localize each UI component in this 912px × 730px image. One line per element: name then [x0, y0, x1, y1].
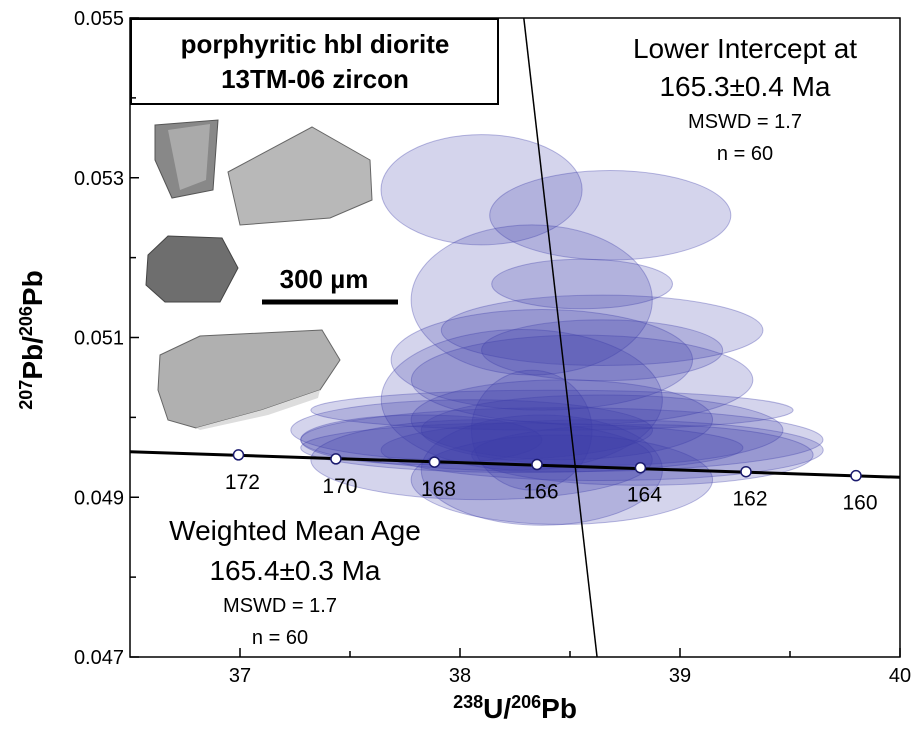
- zircon-grain: [146, 236, 238, 302]
- x-tick-label: 40: [889, 665, 911, 687]
- zircon-grain: [158, 330, 340, 428]
- concordia-point: [635, 463, 645, 473]
- x-axis-label: 238U/206Pb: [453, 692, 577, 724]
- annotation: Weighted Mean Age: [169, 515, 421, 546]
- annotation: MSWD = 1.7: [223, 595, 337, 617]
- annotation: n = 60: [252, 627, 308, 649]
- y-tick-label: 0.053: [74, 168, 124, 190]
- sample-name: porphyritic hbl diorite: [181, 29, 450, 59]
- label-part: Pb: [541, 693, 577, 724]
- label-part: U/: [483, 693, 511, 724]
- age-label: 164: [627, 484, 662, 507]
- y-tick-label: 0.047: [74, 647, 124, 669]
- label-sup: 206: [16, 306, 36, 336]
- x-tick-label: 39: [669, 665, 691, 687]
- annotation: 165.4±0.3 Ma: [209, 555, 380, 586]
- zircon-grain: [228, 127, 372, 225]
- sample-id: 13TM-06 zircon: [221, 64, 409, 94]
- age-label: 160: [842, 492, 877, 515]
- concordia-point: [741, 467, 751, 477]
- x-tick-label: 38: [449, 665, 471, 687]
- age-label: 172: [225, 471, 260, 494]
- annotation: Lower Intercept at: [633, 33, 857, 64]
- x-tick-label: 37: [229, 665, 251, 687]
- label-sup: 238: [453, 692, 483, 712]
- y-axis-label: 207Pb/206Pb: [16, 270, 48, 409]
- label-part: Pb: [17, 270, 48, 306]
- scale-bar-label: 300 µm: [280, 264, 369, 294]
- age-label: 170: [322, 475, 357, 498]
- concordia-point: [331, 454, 341, 464]
- concordia-point: [532, 460, 542, 470]
- label-sup: 207: [16, 380, 36, 410]
- concordia-point: [233, 450, 243, 460]
- chart: 300 µm porphyritic hbl diorite 13TM-06 z…: [0, 0, 912, 730]
- y-tick-label: 0.051: [74, 328, 124, 350]
- age-label: 162: [732, 488, 767, 511]
- concordia-point: [429, 457, 439, 467]
- age-label: 166: [523, 481, 558, 504]
- error-ellipse: [471, 370, 592, 490]
- label-sup: 206: [511, 692, 541, 712]
- annotation: 165.3±0.4 Ma: [659, 71, 830, 102]
- label-part: Pb/: [17, 336, 48, 380]
- annotation: n = 60: [717, 143, 773, 165]
- concordia-point: [851, 471, 861, 481]
- annotation: MSWD = 1.7: [688, 111, 802, 133]
- y-tick-label: 0.049: [74, 487, 124, 509]
- age-label: 168: [421, 478, 456, 501]
- y-tick-label: 0.055: [74, 8, 124, 30]
